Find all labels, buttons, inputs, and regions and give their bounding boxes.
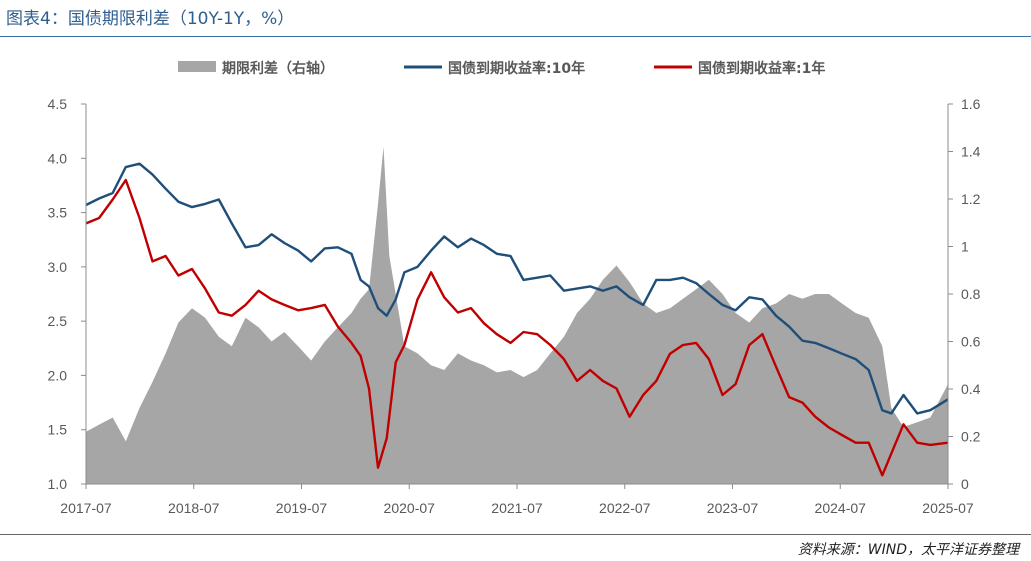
y-right-tick-label: 1.6 [961,96,981,112]
x-tick-label: 2020-07 [384,500,436,516]
chart-title: 图表4：国债期限利差（10Y-1Y，%） [6,9,295,29]
x-tick-label: 2019-07 [276,500,328,516]
x-tick-label: 2023-07 [707,500,759,516]
series-line-1y-yield [85,178,949,477]
x-tick-label: 2022-07 [599,500,651,516]
y-left-tick-label: 4.5 [48,96,68,112]
y-right-tick-label: 0.8 [961,286,981,302]
x-tick-label: 2017-07 [60,500,112,516]
series-area-term-spread [86,146,948,485]
y-right-tick-label: 0 [961,476,969,492]
y-left-tick-label: 2.0 [48,367,68,383]
y-left-tick-label: 1.0 [48,476,68,492]
legend-label: 期限利差（右轴） [222,60,334,77]
footer-divider [0,534,1031,535]
series-line-10y-yield [85,162,949,415]
y-left-tick-label: 2.5 [48,313,68,329]
legend-swatch-area [178,61,216,72]
y-right-tick-label: 0.6 [961,334,981,350]
y-left-tick-label: 3.0 [48,259,68,275]
source-note: 资料来源：WIND，太平洋证券整理 [797,542,1019,558]
y-left-tick-label: 4.0 [48,150,68,166]
x-tick-label: 2025-07 [922,500,974,516]
x-tick-label: 2024-07 [815,500,867,516]
y-right-tick-label: 1 [961,239,969,255]
legend-label: 国债到期收益率:1年 [698,60,825,77]
y-right-tick-label: 1.4 [961,144,981,160]
y-right-tick-label: 0.4 [961,381,981,397]
x-tick-label: 2021-07 [491,500,543,516]
legend-label: 国债到期收益率:10年 [448,60,585,77]
title-divider [0,36,1031,37]
y-left-tick-label: 1.5 [48,422,68,438]
y-right-tick-label: 1.2 [961,191,981,207]
y-left-tick-label: 3.5 [48,205,68,221]
y-right-tick-label: 0.2 [961,429,981,445]
x-tick-label: 2018-07 [168,500,220,516]
